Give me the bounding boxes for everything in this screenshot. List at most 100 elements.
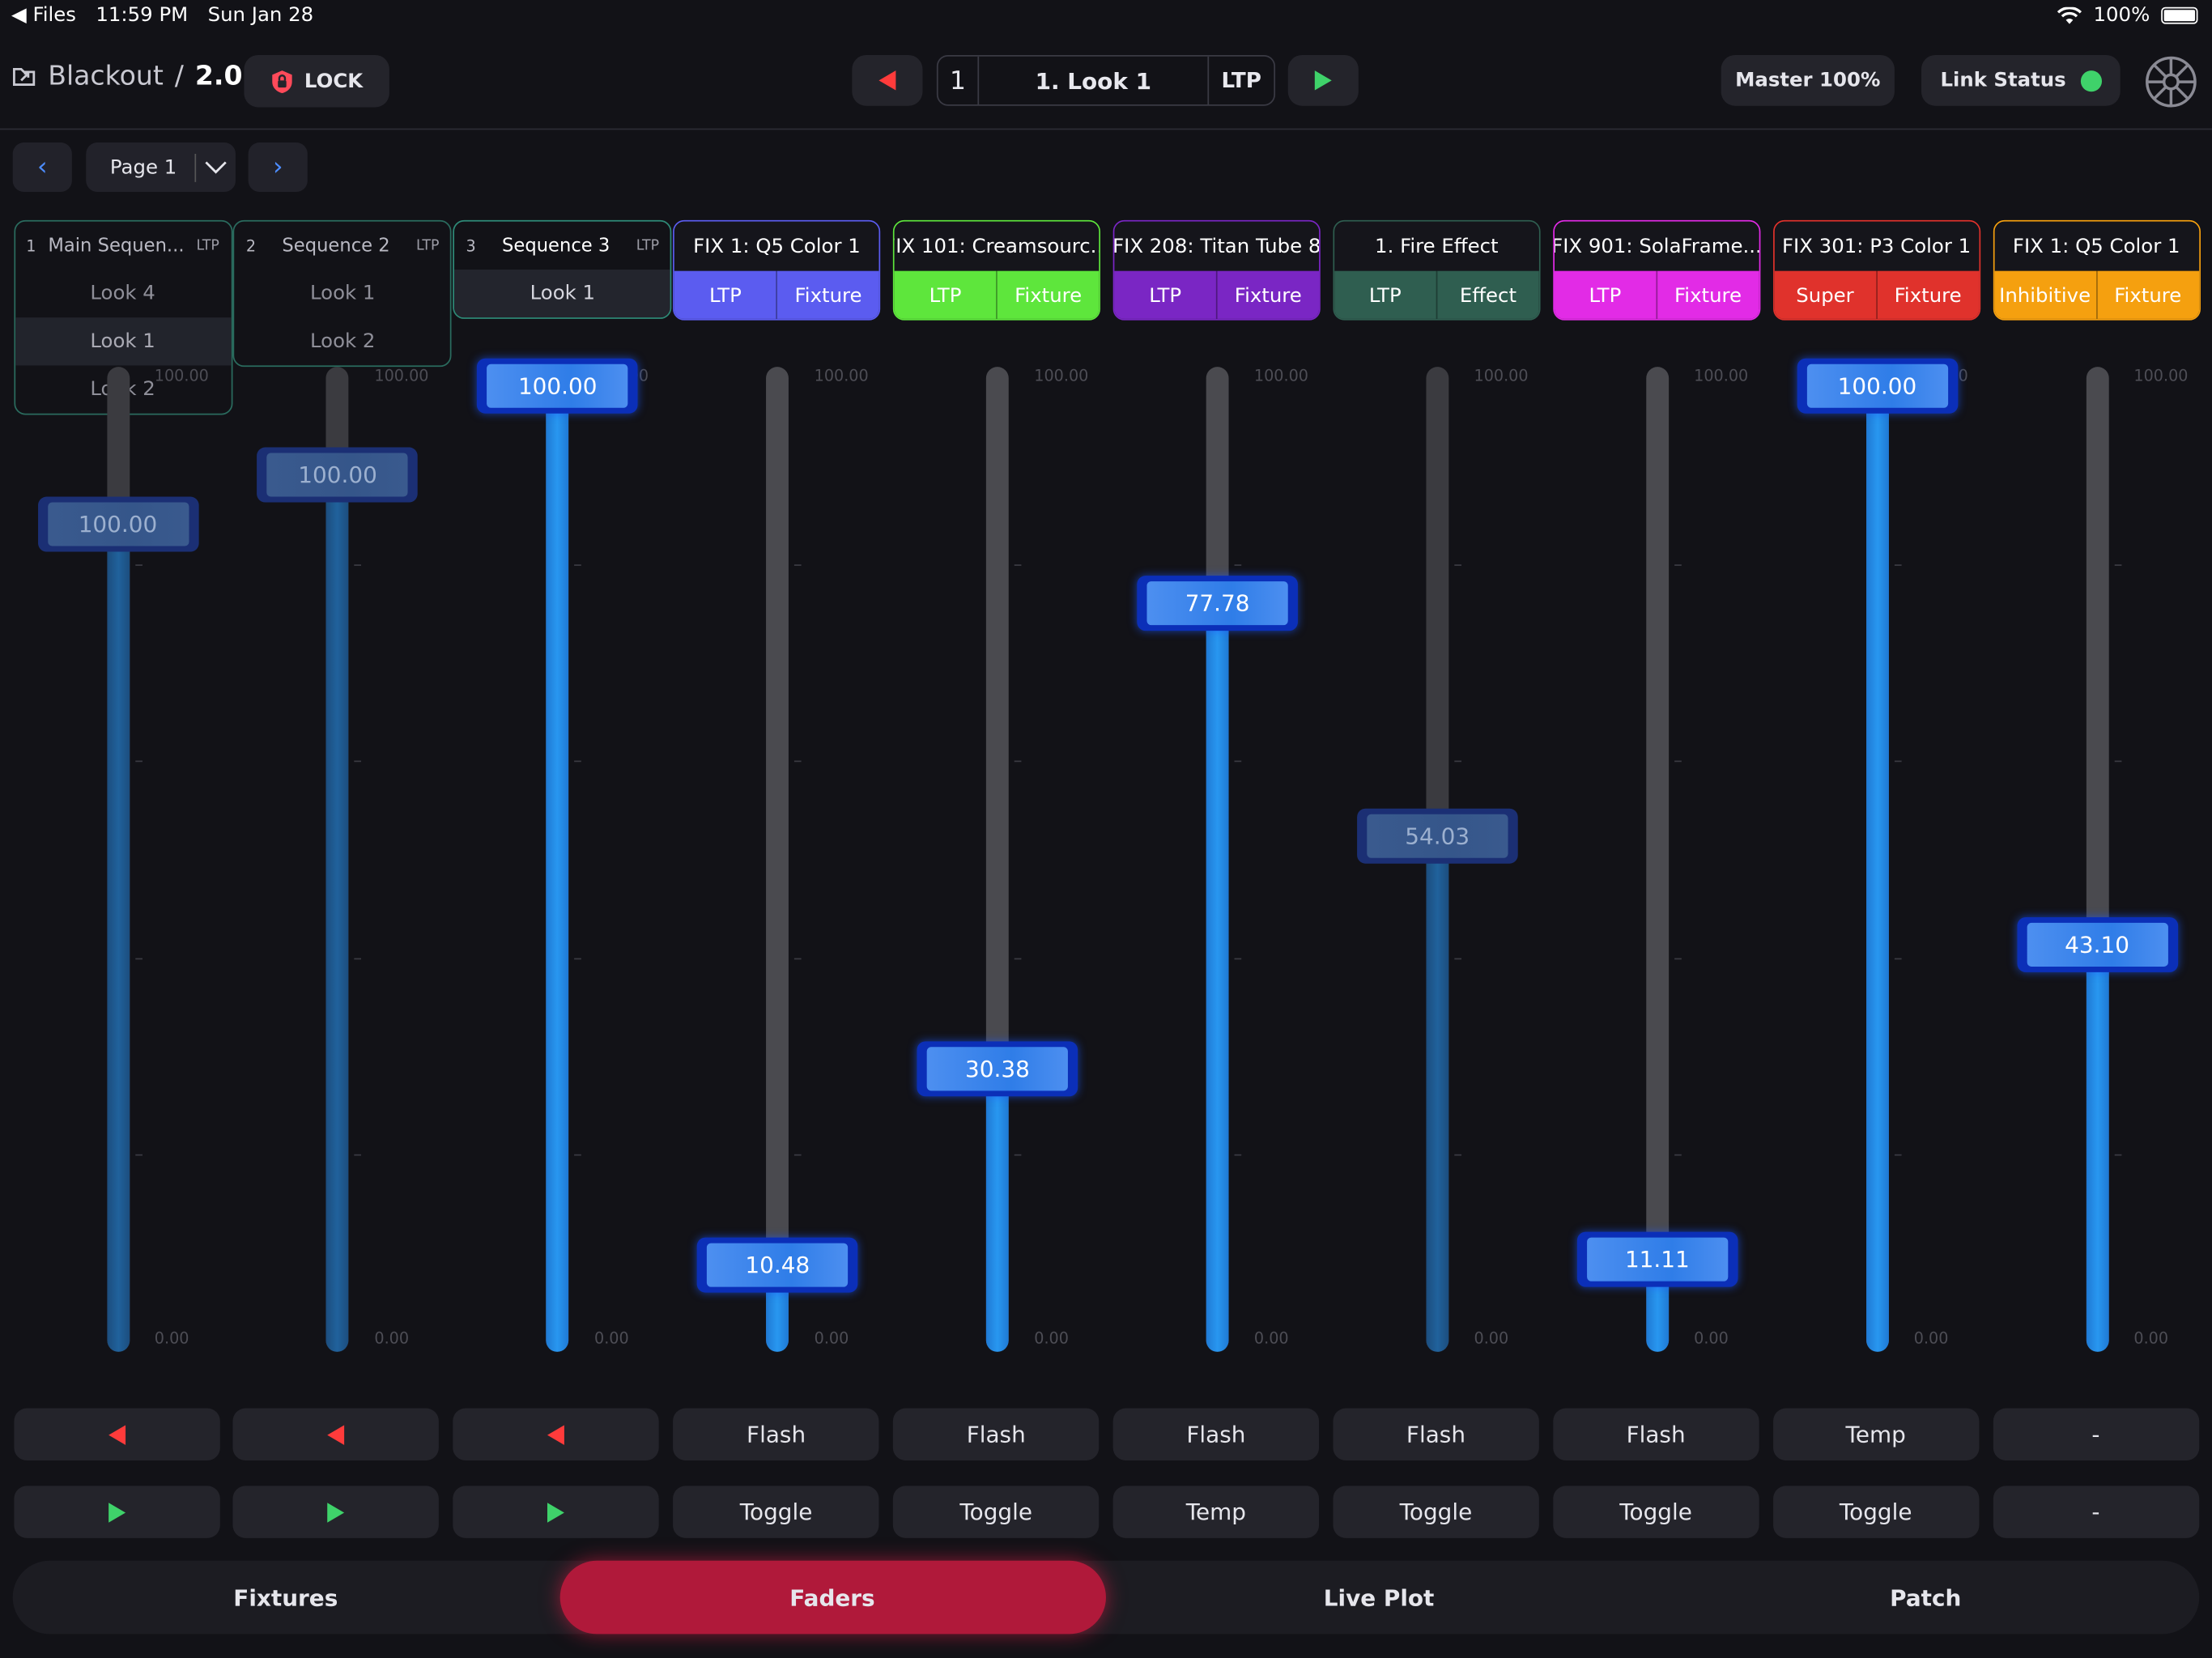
fader-button-1[interactable]: Flash <box>1112 1408 1320 1461</box>
fader-min-label: 0.00 <box>374 1329 410 1348</box>
fixture-mode-button[interactable]: LTP <box>895 270 998 319</box>
fixture-header[interactable]: FIX 1: Q5 Color 1 Inhibitive Fixture <box>1993 219 2201 321</box>
fader-button-1[interactable]: - <box>1993 1408 2199 1461</box>
scale-tick <box>2114 1154 2121 1157</box>
bottom-navigation: Fixtures Faders Live Plot Patch <box>12 1560 2200 1635</box>
fixture-type-button[interactable]: Fixture <box>2114 284 2182 308</box>
fader-fill <box>1206 585 1229 1352</box>
sequence-go-button[interactable] <box>453 1486 660 1538</box>
fader-min-label: 0.00 <box>1253 1329 1289 1348</box>
fader-scale <box>354 367 363 1352</box>
fader-max-label: 100.00 <box>1474 367 1529 385</box>
fader-button-2[interactable]: Toggle <box>1552 1486 1759 1538</box>
fixture-mode-button[interactable]: Inhibitive <box>1994 270 2098 319</box>
tab-fixtures[interactable]: Fixtures <box>233 1584 338 1611</box>
fixture-type-button[interactable]: Fixture <box>1234 284 1302 308</box>
fader-button-1[interactable]: Temp <box>1772 1408 1979 1461</box>
fader-fill <box>2086 927 2109 1352</box>
fader-button-2[interactable]: Toggle <box>893 1486 1100 1538</box>
fader-handle[interactable]: 100.00 <box>1797 358 1958 414</box>
back-to-app[interactable]: ◀ Files <box>11 4 77 28</box>
tab-live-plot[interactable]: Live Plot <box>1323 1584 1435 1611</box>
look-item[interactable]: Look 2 <box>309 329 376 353</box>
fader-handle[interactable]: 100.00 <box>477 358 639 414</box>
fader-button-1[interactable]: Flash <box>1333 1408 1539 1461</box>
folder-link-icon <box>13 67 36 86</box>
page-selector[interactable]: Page 1 <box>86 142 236 193</box>
fader-button-2[interactable]: Temp <box>1112 1486 1320 1538</box>
lock-button[interactable]: LOCK <box>244 54 389 108</box>
fixture-mode-button[interactable]: LTP <box>1555 270 1657 319</box>
tab-patch[interactable]: Patch <box>1890 1584 1962 1611</box>
fader-button-2[interactable]: Toggle <box>1772 1486 1979 1538</box>
fader-button-2[interactable]: Toggle <box>1333 1486 1539 1538</box>
scale-tick <box>1234 760 1242 763</box>
fixture-header[interactable]: FIX 901: SolaFrame... LTP Fixture <box>1552 219 1761 321</box>
fader-button-2[interactable]: - <box>1993 1486 2199 1538</box>
previous-cue-button[interactable] <box>852 54 923 106</box>
sequence-header[interactable]: 3 Sequence 3 LTP Look 1 <box>453 219 672 319</box>
previous-page-button[interactable]: ‹ <box>12 142 72 193</box>
fixture-type-button[interactable]: Fixture <box>1674 284 1742 308</box>
fader-button-1[interactable]: Flash <box>893 1408 1100 1461</box>
fader-value: 100.00 <box>266 453 409 497</box>
fixture-title: 1. Fire Effect <box>1334 221 1539 271</box>
look-item[interactable]: Look 1 <box>454 269 671 318</box>
fixture-type-button[interactable]: Effect <box>1459 284 1517 308</box>
sequence-name: Sequence 2 <box>282 235 390 257</box>
project-title[interactable]: Blackout / 2.0 <box>11 61 243 91</box>
fader-handle[interactable]: 43.10 <box>2016 916 2178 972</box>
fader-button-1[interactable]: Flash <box>1552 1408 1759 1461</box>
fixture-mode-button[interactable]: LTP <box>1114 270 1218 319</box>
sequence-header[interactable]: 2 Sequence 2 LTP Look 1 Look 2 <box>233 219 453 368</box>
triangle-left-icon <box>878 70 896 91</box>
next-cue-button[interactable] <box>1287 54 1359 106</box>
shield-lock-icon <box>271 70 292 93</box>
master-level-button[interactable]: Master 100% <box>1721 54 1895 106</box>
fixture-header[interactable]: FIX 1: Q5 Color 1 LTP Fixture <box>673 219 881 321</box>
fader-handle[interactable]: 10.48 <box>697 1238 858 1294</box>
scale-tick <box>794 760 802 763</box>
fixture-type-button[interactable]: Fixture <box>1015 284 1083 308</box>
look-item[interactable]: Look 1 <box>15 317 231 366</box>
fader-handle[interactable]: 100.00 <box>37 496 198 552</box>
fader-handle[interactable]: 77.78 <box>1137 575 1298 631</box>
sequence-back-button[interactable] <box>453 1408 660 1461</box>
sequence-name: Main Sequen... <box>48 235 185 257</box>
fixture-mode-button[interactable]: LTP <box>1334 270 1438 319</box>
scale-tick <box>1014 760 1022 763</box>
scale-tick <box>794 958 802 959</box>
tab-faders[interactable]: Faders <box>559 1560 1106 1635</box>
fixture-type-button[interactable]: Fixture <box>1894 284 1962 308</box>
fader-button-2[interactable]: Toggle <box>673 1486 879 1538</box>
fixture-header[interactable]: 1. Fire Effect LTP Effect <box>1333 219 1541 321</box>
link-status-button[interactable]: Link Status <box>1921 54 2121 106</box>
fixture-type-button[interactable]: Fixture <box>794 284 862 308</box>
sequence-go-button[interactable] <box>233 1486 440 1538</box>
current-cue-display[interactable]: 1 1. Look 1 LTP <box>936 54 1276 106</box>
fader-track[interactable] <box>766 367 789 1352</box>
look-item[interactable]: Look 1 <box>309 282 376 305</box>
fader-max-label: 100.00 <box>1694 367 1749 385</box>
fader-handle[interactable]: 11.11 <box>1576 1231 1738 1287</box>
next-page-button[interactable]: › <box>248 142 308 193</box>
look-item[interactable]: Look 4 <box>90 282 155 305</box>
fader-track[interactable] <box>1645 367 1669 1352</box>
app-logo-icon[interactable] <box>2144 55 2197 108</box>
sequence-go-button[interactable] <box>13 1486 219 1538</box>
sequence-back-button[interactable] <box>233 1408 440 1461</box>
fader-handle[interactable]: 100.00 <box>257 447 419 503</box>
scale-tick <box>1234 563 1242 566</box>
fader-handle[interactable]: 30.38 <box>917 1042 1078 1098</box>
fixture-header[interactable]: FIX 101: Creamsourc... LTP Fixture <box>893 219 1101 321</box>
fixture-header[interactable]: FIX 301: P3 Color 1 Super Fixture <box>1772 219 1980 321</box>
fixture-mode-button[interactable]: LTP <box>674 270 778 319</box>
fader-scale <box>1234 367 1243 1352</box>
fixture-title: FIX 901: SolaFrame... <box>1554 221 1759 271</box>
fixture-mode-button[interactable]: Super <box>1774 270 1878 319</box>
chevron-left-icon: ‹ <box>36 152 48 182</box>
fader-button-1[interactable]: Flash <box>673 1408 879 1461</box>
sequence-back-button[interactable] <box>13 1408 219 1461</box>
fader-handle[interactable]: 54.03 <box>1356 809 1518 865</box>
fixture-header[interactable]: FIX 208: Titan Tube 8 LTP Fixture <box>1112 219 1321 321</box>
